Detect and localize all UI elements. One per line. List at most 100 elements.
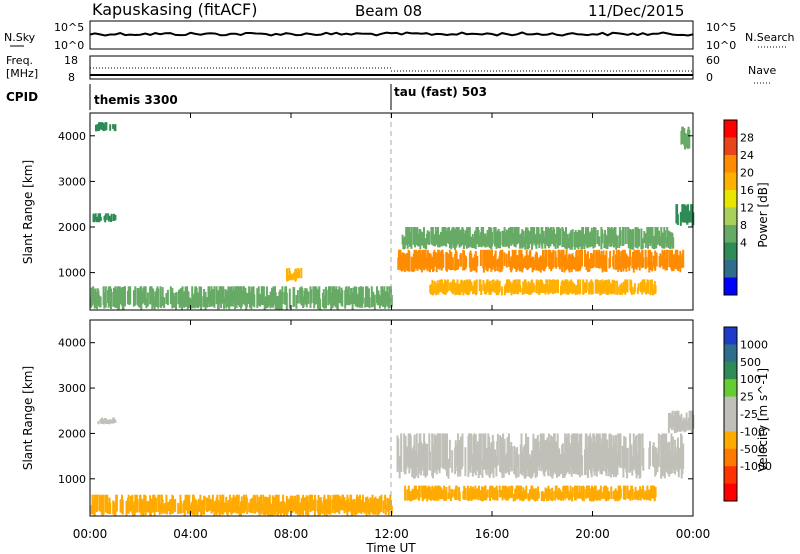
power-cell xyxy=(690,204,693,221)
power-cell xyxy=(538,238,541,249)
velocity-cell xyxy=(520,433,523,466)
x-tick-label: 20:00 xyxy=(575,527,610,541)
velocity-cell xyxy=(418,485,421,498)
power-cell xyxy=(588,281,591,292)
velocity-cell xyxy=(208,495,211,511)
power-cell xyxy=(114,214,117,221)
power-cell xyxy=(495,280,497,293)
power-cell xyxy=(525,227,527,244)
velocity-cell xyxy=(588,485,591,498)
power-cell xyxy=(676,204,679,221)
noise-right-tick-top: 10^5 xyxy=(706,21,736,34)
cpid-segment-1: tau (fast) 503 xyxy=(394,85,487,99)
power-yticks: 4000 3000 2000 1000 xyxy=(58,130,693,280)
date-title: 11/Dec/2015 xyxy=(588,2,684,20)
velocity-cell xyxy=(576,485,579,498)
power-cell xyxy=(508,279,511,292)
power-cell xyxy=(105,122,108,131)
velocity-cell xyxy=(558,448,561,477)
power-cell xyxy=(616,286,619,295)
cpid-panel: CPID themis 3300 tau (fast) 503 xyxy=(6,84,487,110)
power-cell xyxy=(319,298,322,310)
velocity-cell xyxy=(622,485,625,500)
power-cell xyxy=(505,253,508,268)
power-cell xyxy=(652,288,655,296)
power-cell xyxy=(591,282,594,295)
power-cell xyxy=(470,253,473,272)
power-cell xyxy=(423,227,425,249)
power-cell xyxy=(295,271,298,279)
power-cell xyxy=(220,286,223,304)
velocity-cell xyxy=(528,454,531,478)
velocity-cell xyxy=(106,494,109,514)
velocity-cell xyxy=(517,454,520,478)
velocity-cell xyxy=(196,505,199,516)
freq-right-tick-bottom: 0 xyxy=(706,71,713,84)
power-cell xyxy=(596,230,599,244)
power-cell xyxy=(305,288,308,308)
power-cell xyxy=(612,250,615,270)
velocity-cell xyxy=(397,438,400,469)
velocity-cell xyxy=(303,497,306,511)
velocity-cell xyxy=(502,485,505,498)
velocity-cell xyxy=(619,488,622,498)
power-cell xyxy=(585,279,588,291)
power-cell xyxy=(599,282,602,295)
power-cell xyxy=(262,286,265,306)
power-cell xyxy=(637,283,640,291)
power-cell xyxy=(370,286,373,308)
velocity-cell xyxy=(617,433,620,466)
velocity-cell xyxy=(129,495,132,512)
power-cell xyxy=(208,286,211,307)
power-colorbar-tick: 20 xyxy=(740,167,754,180)
power-cell xyxy=(679,250,682,273)
velocity-cell xyxy=(646,485,649,500)
power-cell xyxy=(581,249,584,267)
power-cell xyxy=(565,249,568,268)
power-cell xyxy=(541,227,544,249)
power-cell xyxy=(500,286,503,296)
velocity-cell xyxy=(624,485,627,500)
power-cell xyxy=(134,286,137,306)
velocity-cell xyxy=(311,494,313,511)
velocity-cell xyxy=(128,501,131,512)
power-cell xyxy=(654,250,657,271)
power-cell xyxy=(682,249,685,268)
power-cell xyxy=(663,249,666,267)
velocity-cell xyxy=(238,506,241,516)
power-cell xyxy=(300,268,303,279)
power-cell xyxy=(295,295,298,309)
velocity-cell xyxy=(580,433,583,467)
power-cell xyxy=(537,227,540,244)
power-cell xyxy=(655,252,658,267)
power-cell xyxy=(688,212,691,223)
power-cell xyxy=(289,273,292,280)
power-cell xyxy=(491,256,494,270)
power-cell xyxy=(95,124,97,132)
power-cell xyxy=(565,227,567,245)
power-cell xyxy=(291,273,294,281)
power-cell xyxy=(672,237,675,249)
velocity-cell xyxy=(475,488,477,500)
velocity-cell xyxy=(91,494,94,511)
power-cell xyxy=(285,292,288,310)
power-cell xyxy=(593,227,595,247)
power-colorbar-swatch xyxy=(724,277,737,296)
power-cell xyxy=(420,231,422,245)
power-cell xyxy=(602,281,605,294)
velocity-cell xyxy=(671,436,674,470)
power-cell xyxy=(316,289,319,304)
velocity-cell xyxy=(642,485,644,499)
velocity-cell xyxy=(172,495,174,514)
velocity-cell xyxy=(606,439,609,469)
power-cell xyxy=(649,227,652,247)
power-cell xyxy=(200,286,203,310)
power-cell xyxy=(559,228,561,246)
velocity-cell xyxy=(197,498,200,512)
power-cell xyxy=(642,257,645,268)
velocity-colorbar-tick: -1000 xyxy=(740,460,772,473)
power-cell xyxy=(114,124,117,132)
power-cell xyxy=(471,234,474,249)
velocity-cell xyxy=(668,441,671,477)
velocity-data-marks xyxy=(90,410,695,516)
